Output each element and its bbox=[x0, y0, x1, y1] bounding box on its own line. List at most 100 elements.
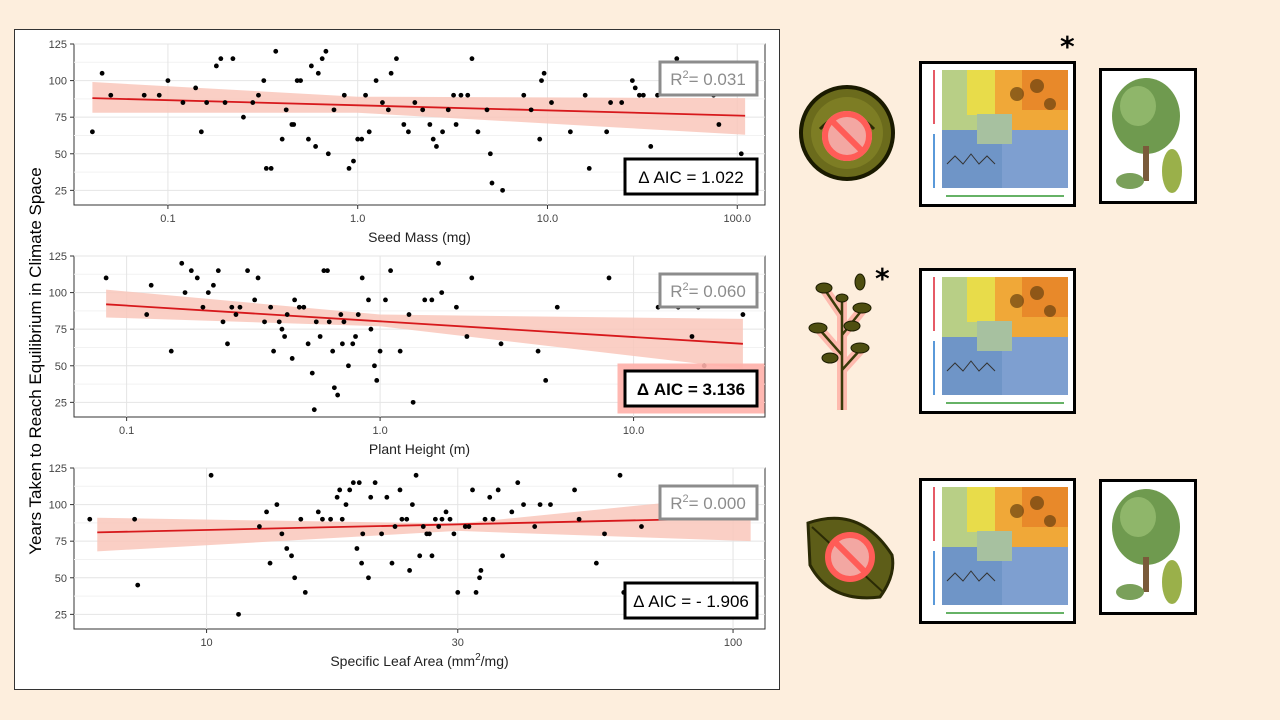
tree-tile bbox=[1099, 68, 1197, 204]
data-point bbox=[296, 304, 302, 310]
y-tick-label: 50 bbox=[55, 573, 67, 585]
data-point bbox=[689, 334, 695, 339]
data-point bbox=[372, 480, 378, 486]
data-point bbox=[200, 304, 206, 310]
data-point bbox=[302, 590, 308, 595]
tree-icon bbox=[1112, 78, 1182, 193]
data-point bbox=[429, 553, 435, 559]
data-point bbox=[354, 546, 360, 551]
data-point bbox=[484, 107, 490, 113]
y-tick-label: 100 bbox=[49, 76, 67, 88]
data-point bbox=[586, 166, 592, 171]
climate-space-map-icon bbox=[933, 277, 1068, 404]
data-point bbox=[328, 516, 333, 522]
data-point bbox=[320, 516, 325, 522]
data-point bbox=[554, 304, 560, 310]
data-point bbox=[193, 85, 199, 91]
data-point bbox=[309, 370, 315, 376]
data-point bbox=[451, 92, 456, 98]
data-point bbox=[326, 319, 332, 325]
data-point bbox=[292, 575, 298, 581]
data-point bbox=[252, 297, 258, 303]
data-point bbox=[245, 268, 250, 274]
data-point bbox=[439, 290, 445, 295]
data-point bbox=[489, 180, 495, 186]
r2-box bbox=[658, 60, 759, 97]
data-point bbox=[466, 524, 472, 529]
data-point bbox=[515, 480, 521, 486]
data-point bbox=[617, 472, 623, 478]
data-point bbox=[222, 100, 228, 105]
data-point bbox=[229, 304, 235, 310]
y-tick-label: 50 bbox=[55, 361, 67, 373]
y-tick-label: 50 bbox=[55, 149, 67, 161]
data-point bbox=[593, 560, 599, 566]
r2-box bbox=[658, 484, 759, 521]
data-point bbox=[455, 590, 461, 595]
data-point bbox=[639, 524, 644, 529]
data-point bbox=[355, 136, 361, 142]
data-point bbox=[548, 502, 553, 507]
chart-3: 25 50 75 100 125 10 30 100 Specific Leaf Area (m… bbox=[49, 463, 766, 669]
data-point bbox=[451, 531, 457, 537]
aic-label: Δ AIC = - 1.906 bbox=[633, 592, 749, 611]
data-point bbox=[394, 56, 399, 62]
data-point bbox=[436, 524, 442, 529]
data-point bbox=[384, 494, 390, 500]
data-point bbox=[331, 107, 337, 113]
seed-no-effect-icon bbox=[799, 85, 895, 181]
data-point bbox=[389, 560, 395, 566]
data-point bbox=[636, 92, 642, 98]
data-point bbox=[379, 531, 384, 537]
significance-star-icon: * bbox=[875, 262, 890, 295]
fit-line bbox=[92, 97, 746, 117]
data-point bbox=[180, 100, 186, 105]
data-point bbox=[323, 48, 329, 54]
data-point bbox=[279, 531, 285, 537]
data-point bbox=[465, 92, 471, 98]
y-tick-label: 125 bbox=[49, 251, 67, 263]
data-point bbox=[156, 92, 162, 98]
data-point bbox=[257, 524, 262, 529]
data-point bbox=[549, 100, 554, 105]
data-point bbox=[427, 122, 433, 127]
data-point bbox=[211, 282, 216, 288]
data-point bbox=[447, 516, 453, 522]
data-point bbox=[413, 472, 419, 478]
chart-panel: Years Taken to Reach Equilibrium in Clim… bbox=[14, 29, 780, 690]
data-point bbox=[490, 516, 496, 522]
data-point bbox=[541, 70, 547, 76]
data-point bbox=[608, 100, 613, 105]
aic-label: Δ AIC = 1.022 bbox=[638, 168, 743, 187]
data-point bbox=[359, 560, 365, 566]
data-point bbox=[225, 341, 230, 347]
data-point bbox=[543, 378, 549, 383]
data-point bbox=[576, 516, 582, 522]
data-point bbox=[264, 509, 269, 515]
data-point bbox=[373, 78, 379, 83]
data-point bbox=[521, 92, 527, 98]
data-point bbox=[407, 568, 412, 573]
climate-space-tile bbox=[919, 478, 1076, 624]
data-point bbox=[410, 399, 416, 405]
data-point bbox=[716, 122, 722, 127]
y-tick-label: 75 bbox=[55, 536, 67, 548]
x-tick-label: 10.0 bbox=[623, 425, 644, 437]
data-point bbox=[204, 100, 210, 105]
data-point bbox=[268, 166, 274, 171]
data-point bbox=[289, 553, 294, 559]
data-point bbox=[279, 326, 285, 332]
data-point bbox=[350, 341, 356, 347]
data-point bbox=[397, 487, 403, 493]
chart-2: 25 50 75 100 125 0.1 1.0 10.0 Plant Height (m) R2… bbox=[49, 251, 766, 457]
data-point bbox=[347, 487, 353, 493]
data-point bbox=[417, 553, 423, 559]
data-point bbox=[298, 516, 304, 522]
data-point bbox=[283, 107, 289, 113]
data-point bbox=[99, 70, 105, 76]
data-point bbox=[404, 516, 410, 522]
data-point bbox=[359, 275, 365, 281]
x-axis-label: Plant Height (m) bbox=[369, 441, 470, 457]
data-point bbox=[341, 92, 347, 98]
data-point bbox=[430, 136, 436, 142]
